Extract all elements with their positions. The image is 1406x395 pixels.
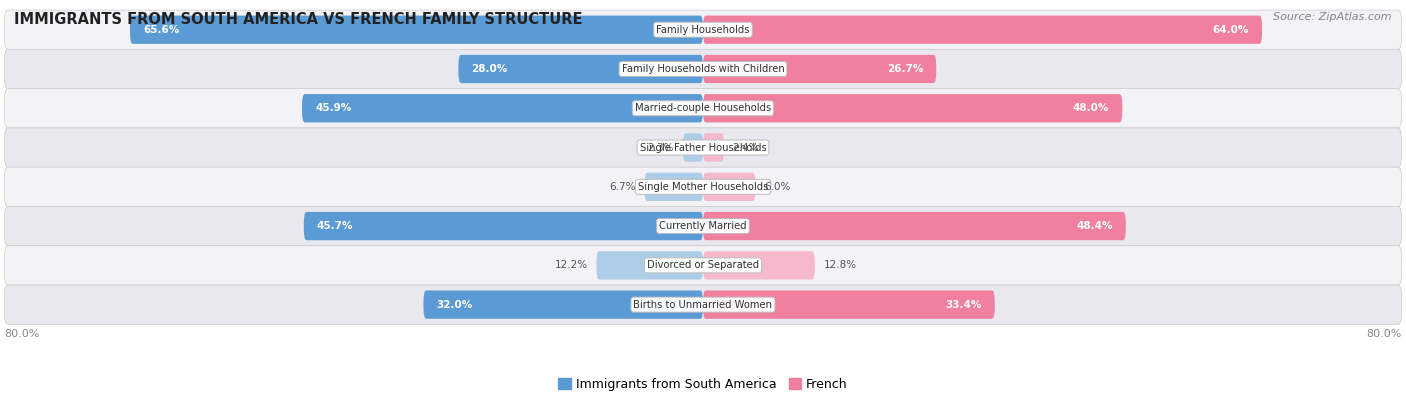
FancyBboxPatch shape [4,167,1402,207]
Text: 6.0%: 6.0% [763,182,790,192]
Text: 64.0%: 64.0% [1212,25,1249,35]
Text: 45.9%: 45.9% [315,103,352,113]
FancyBboxPatch shape [4,49,1402,88]
FancyBboxPatch shape [703,173,755,201]
Text: 48.0%: 48.0% [1073,103,1109,113]
FancyBboxPatch shape [703,15,1263,44]
FancyBboxPatch shape [683,134,703,162]
FancyBboxPatch shape [458,55,703,83]
Text: 28.0%: 28.0% [471,64,508,74]
Text: 65.6%: 65.6% [143,25,180,35]
Text: 12.8%: 12.8% [824,260,856,270]
FancyBboxPatch shape [302,94,703,122]
FancyBboxPatch shape [4,88,1402,128]
FancyBboxPatch shape [703,290,995,319]
Text: Source: ZipAtlas.com: Source: ZipAtlas.com [1274,12,1392,22]
FancyBboxPatch shape [4,207,1402,246]
Text: Single Mother Households: Single Mother Households [638,182,768,192]
FancyBboxPatch shape [703,212,1126,240]
Text: 80.0%: 80.0% [4,329,39,339]
Text: Family Households with Children: Family Households with Children [621,64,785,74]
Text: 45.7%: 45.7% [316,221,353,231]
Text: Currently Married: Currently Married [659,221,747,231]
Text: 32.0%: 32.0% [437,300,472,310]
FancyBboxPatch shape [4,246,1402,285]
FancyBboxPatch shape [703,251,815,280]
Legend: Immigrants from South America, French: Immigrants from South America, French [553,372,853,395]
FancyBboxPatch shape [129,15,703,44]
Text: 2.3%: 2.3% [648,143,673,152]
Text: Births to Unmarried Women: Births to Unmarried Women [634,300,772,310]
Text: Single Father Households: Single Father Households [640,143,766,152]
Text: 80.0%: 80.0% [1367,329,1402,339]
FancyBboxPatch shape [4,10,1402,49]
Text: 26.7%: 26.7% [887,64,924,74]
FancyBboxPatch shape [4,285,1402,324]
FancyBboxPatch shape [4,128,1402,167]
FancyBboxPatch shape [304,212,703,240]
FancyBboxPatch shape [644,173,703,201]
Text: 12.2%: 12.2% [554,260,588,270]
FancyBboxPatch shape [703,55,936,83]
Text: IMMIGRANTS FROM SOUTH AMERICA VS FRENCH FAMILY STRUCTURE: IMMIGRANTS FROM SOUTH AMERICA VS FRENCH … [14,12,582,27]
FancyBboxPatch shape [423,290,703,319]
FancyBboxPatch shape [703,94,1122,122]
Text: Divorced or Separated: Divorced or Separated [647,260,759,270]
Text: 33.4%: 33.4% [945,300,981,310]
Text: 48.4%: 48.4% [1076,221,1112,231]
FancyBboxPatch shape [703,134,724,162]
Text: 6.7%: 6.7% [609,182,636,192]
Text: 2.4%: 2.4% [733,143,759,152]
Text: Married-couple Households: Married-couple Households [636,103,770,113]
Text: Family Households: Family Households [657,25,749,35]
FancyBboxPatch shape [596,251,703,280]
